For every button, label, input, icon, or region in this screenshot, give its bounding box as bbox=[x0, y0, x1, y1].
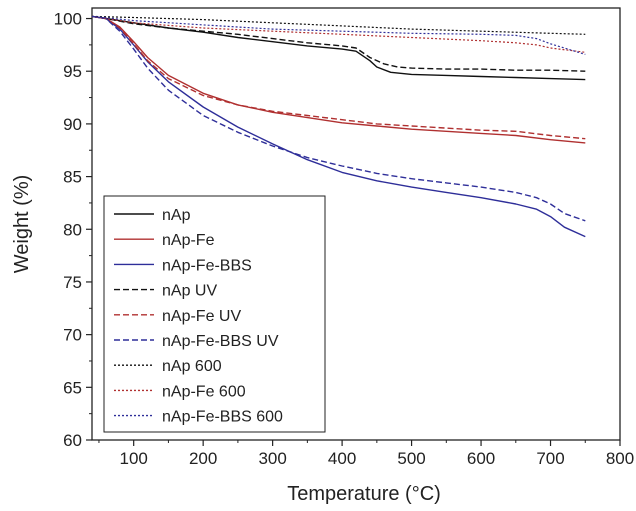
x-tick-label: 600 bbox=[467, 449, 495, 468]
legend-label-1: nAp-Fe bbox=[162, 232, 215, 249]
y-tick-label: 75 bbox=[63, 273, 82, 292]
legend-label-6: nAp 600 bbox=[162, 358, 222, 375]
x-tick-label: 200 bbox=[189, 449, 217, 468]
y-tick-label: 95 bbox=[63, 62, 82, 81]
legend-label-0: nAp bbox=[162, 207, 191, 224]
legend-label-2: nAp-Fe-BBS bbox=[162, 257, 252, 274]
y-tick-label: 85 bbox=[63, 168, 82, 187]
y-tick-label: 80 bbox=[63, 220, 82, 239]
series-line-5 bbox=[91, 15, 586, 222]
x-axis-title: Temperature (°C) bbox=[287, 483, 441, 505]
series-line-3 bbox=[91, 15, 586, 72]
series-line-1 bbox=[91, 15, 586, 144]
legend-label-8: nAp-Fe-BBS 600 bbox=[162, 409, 283, 426]
y-tick-label: 65 bbox=[63, 378, 82, 397]
x-tick-label: 500 bbox=[397, 449, 425, 468]
x-tick-label: 800 bbox=[606, 449, 634, 468]
series-line-7 bbox=[91, 15, 586, 53]
y-tick-label: 70 bbox=[63, 326, 82, 345]
plot-frame bbox=[91, 7, 621, 441]
legend-label-3: nAp UV bbox=[162, 283, 217, 300]
legend-label-7: nAp-Fe 600 bbox=[162, 383, 246, 400]
x-tick-label: 700 bbox=[536, 449, 564, 468]
series-line-8 bbox=[91, 15, 586, 55]
series-line-6 bbox=[91, 15, 586, 35]
legend-box bbox=[103, 195, 326, 433]
x-tick-label: 300 bbox=[258, 449, 286, 468]
series-line-4 bbox=[91, 15, 586, 140]
y-tick-label: 100 bbox=[54, 10, 82, 29]
y-tick-label: 60 bbox=[63, 431, 82, 450]
y-axis-title: Weight (%) bbox=[11, 175, 33, 274]
legend-label-5: nAp-Fe-BBS UV bbox=[162, 333, 279, 350]
x-tick-label: 100 bbox=[119, 449, 147, 468]
x-tick-label: 400 bbox=[328, 449, 356, 468]
y-tick-label: 90 bbox=[63, 115, 82, 134]
legend-label-4: nAp-Fe UV bbox=[162, 308, 241, 325]
